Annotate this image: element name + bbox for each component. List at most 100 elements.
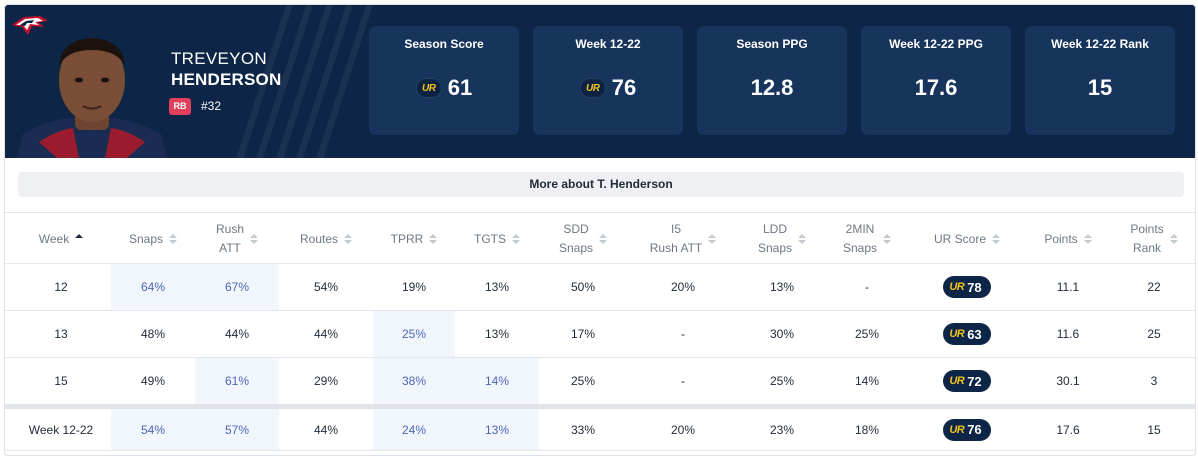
table-cell: 18% xyxy=(854,422,880,437)
ur-score-badge: UR 76 xyxy=(943,418,991,441)
table-header-row: Week Snaps Rush ATT Routes TPRR TGTS SDD Snaps… xyxy=(5,212,1195,265)
ur-logo-icon: UR xyxy=(949,423,965,436)
stat-label: Week 12-22 Rank xyxy=(1051,37,1149,51)
player-last-name: HENDERSON xyxy=(171,70,282,89)
sort-arrows-icon[interactable] xyxy=(344,234,353,244)
table-cell: 29% xyxy=(313,374,339,388)
stat-card: Week 12-22 UR 76 xyxy=(533,26,683,135)
column-header[interactable]: UR Score xyxy=(909,213,1025,265)
sort-arrows-icon[interactable] xyxy=(250,234,258,244)
table-cell: UR 72 xyxy=(909,358,1025,404)
jersey-number: #32 xyxy=(201,99,222,113)
table-cell: 54% xyxy=(111,409,195,450)
column-header[interactable]: Rush ATT xyxy=(195,213,279,265)
table-cell: 22 xyxy=(1147,280,1161,294)
table-cell: 13% xyxy=(769,280,795,294)
column-header[interactable]: 2MIN Snaps xyxy=(825,213,909,265)
stat-label: Week 12-22 PPG xyxy=(889,37,983,51)
sort-arrows-icon[interactable] xyxy=(75,234,84,244)
table-cell: 57% xyxy=(195,409,279,450)
table-cell: 14% xyxy=(455,358,539,404)
column-header[interactable]: Points xyxy=(1025,213,1111,265)
column-header[interactable]: LDD Snaps xyxy=(739,213,825,265)
table-cell: 38% xyxy=(373,358,455,404)
table-cell: 24% xyxy=(373,409,455,450)
sort-arrows-icon[interactable] xyxy=(599,234,608,244)
column-header[interactable]: I5 Rush ATT xyxy=(627,213,739,265)
sort-arrows-icon[interactable] xyxy=(429,234,438,244)
sort-arrows-icon[interactable] xyxy=(708,234,717,244)
sort-arrows-icon[interactable] xyxy=(1169,234,1178,244)
table-cell: - xyxy=(865,280,869,294)
stat-value: 76 xyxy=(611,75,637,100)
table-cell: 50% xyxy=(570,280,596,294)
column-header[interactable]: TPRR xyxy=(373,213,455,265)
table-cell: 44% xyxy=(313,422,339,437)
table-cell: 19% xyxy=(401,280,427,294)
column-header[interactable]: Snaps xyxy=(111,213,195,265)
sort-arrows-icon[interactable] xyxy=(992,234,1000,244)
table-cell: 49% xyxy=(140,374,166,388)
ur-logo-icon: UR xyxy=(949,328,965,340)
table-cell: 13 xyxy=(54,327,68,341)
stat-card: Season Score UR 61 xyxy=(369,26,519,135)
sort-arrows-icon[interactable] xyxy=(1083,234,1092,244)
stat-value: 61 xyxy=(447,75,473,100)
stat-card: Season PPG 12.8 xyxy=(697,26,847,135)
ur-logo-icon: UR xyxy=(949,375,965,387)
table-cell: 33% xyxy=(570,422,596,437)
table-cell: 12 xyxy=(54,280,68,294)
sort-arrows-icon[interactable] xyxy=(883,234,892,244)
table-cell: 13% xyxy=(484,280,510,294)
player-card: TREVEYON HENDERSON RB #32 Season Score UR… xyxy=(4,4,1196,456)
table-cell: 15 xyxy=(1147,422,1161,437)
player-header: TREVEYON HENDERSON RB #32 Season Score UR… xyxy=(5,5,1195,158)
table-cell: 44% xyxy=(224,327,250,341)
sort-arrows-icon[interactable] xyxy=(798,234,807,244)
table-cell: 64% xyxy=(111,264,195,310)
column-header[interactable]: SDD Snaps xyxy=(539,213,627,265)
table-cell: 25% xyxy=(570,374,596,388)
ur-logo-icon: UR xyxy=(949,281,965,293)
column-header[interactable]: Routes xyxy=(279,213,373,265)
stat-card: Week 12-22 PPG 17.6 xyxy=(861,26,1011,135)
table-row: 13 48% 44% 44% 25% 13% 17% - 30% 25% UR 63 11.6 25 xyxy=(5,311,1195,358)
ur-score-badge: UR 78 xyxy=(943,276,991,298)
table-cell: 15 xyxy=(54,374,68,388)
table-row: 12 64% 67% 54% 19% 13% 50% 20% 13% - UR 78 11.1 22 xyxy=(5,264,1195,311)
stat-label: Season Score xyxy=(404,37,484,51)
column-header[interactable]: TGTS xyxy=(455,213,539,265)
table-cell: UR 78 xyxy=(909,264,1025,310)
patriots-logo-icon xyxy=(12,16,48,35)
table-cell: 44% xyxy=(313,327,339,341)
ur-score-badge: UR 72 xyxy=(943,370,991,392)
table-cell: - xyxy=(681,374,685,388)
table-cell: 13% xyxy=(484,327,510,341)
table-cell: 48% xyxy=(140,327,166,341)
column-header[interactable]: Points Rank xyxy=(1111,213,1195,265)
table-cell: UR 76 xyxy=(909,409,1025,450)
player-headshot-icon xyxy=(17,38,167,158)
ur-score-badge: UR 63 xyxy=(943,323,991,345)
table-cell: 54% xyxy=(313,280,339,294)
table-row: 15 49% 61% 29% 38% 14% 25% -25% 14% UR 72 30.1 3 xyxy=(5,358,1195,405)
table-cell: 20% xyxy=(670,280,696,294)
stat-value: 15 xyxy=(1087,75,1113,100)
table-total-row: Week 12-22 54% 57% 44% 24% 13% 33% 20% 23% 18% UR 7… xyxy=(5,405,1195,451)
table-cell: - xyxy=(681,327,685,341)
table-cell: 17% xyxy=(570,327,596,341)
sort-arrows-icon[interactable] xyxy=(512,234,520,244)
table-cell: 25% xyxy=(769,374,795,388)
table-cell: 25% xyxy=(373,311,455,357)
table-cell: 30.1 xyxy=(1056,374,1080,388)
more-about-button[interactable]: More about T. Henderson xyxy=(18,172,1184,197)
sort-arrows-icon[interactable] xyxy=(169,234,178,244)
column-header[interactable]: Week xyxy=(17,213,105,265)
stat-label: Week 12-22 xyxy=(575,37,641,51)
table-cell: 14% xyxy=(854,374,880,388)
player-first-name: TREVEYON xyxy=(171,49,267,68)
table-cell: 17.6 xyxy=(1056,422,1080,437)
table-cell: Week 12-22 xyxy=(28,422,94,437)
table-cell: 20% xyxy=(670,422,696,437)
table-cell: 23% xyxy=(769,422,795,437)
